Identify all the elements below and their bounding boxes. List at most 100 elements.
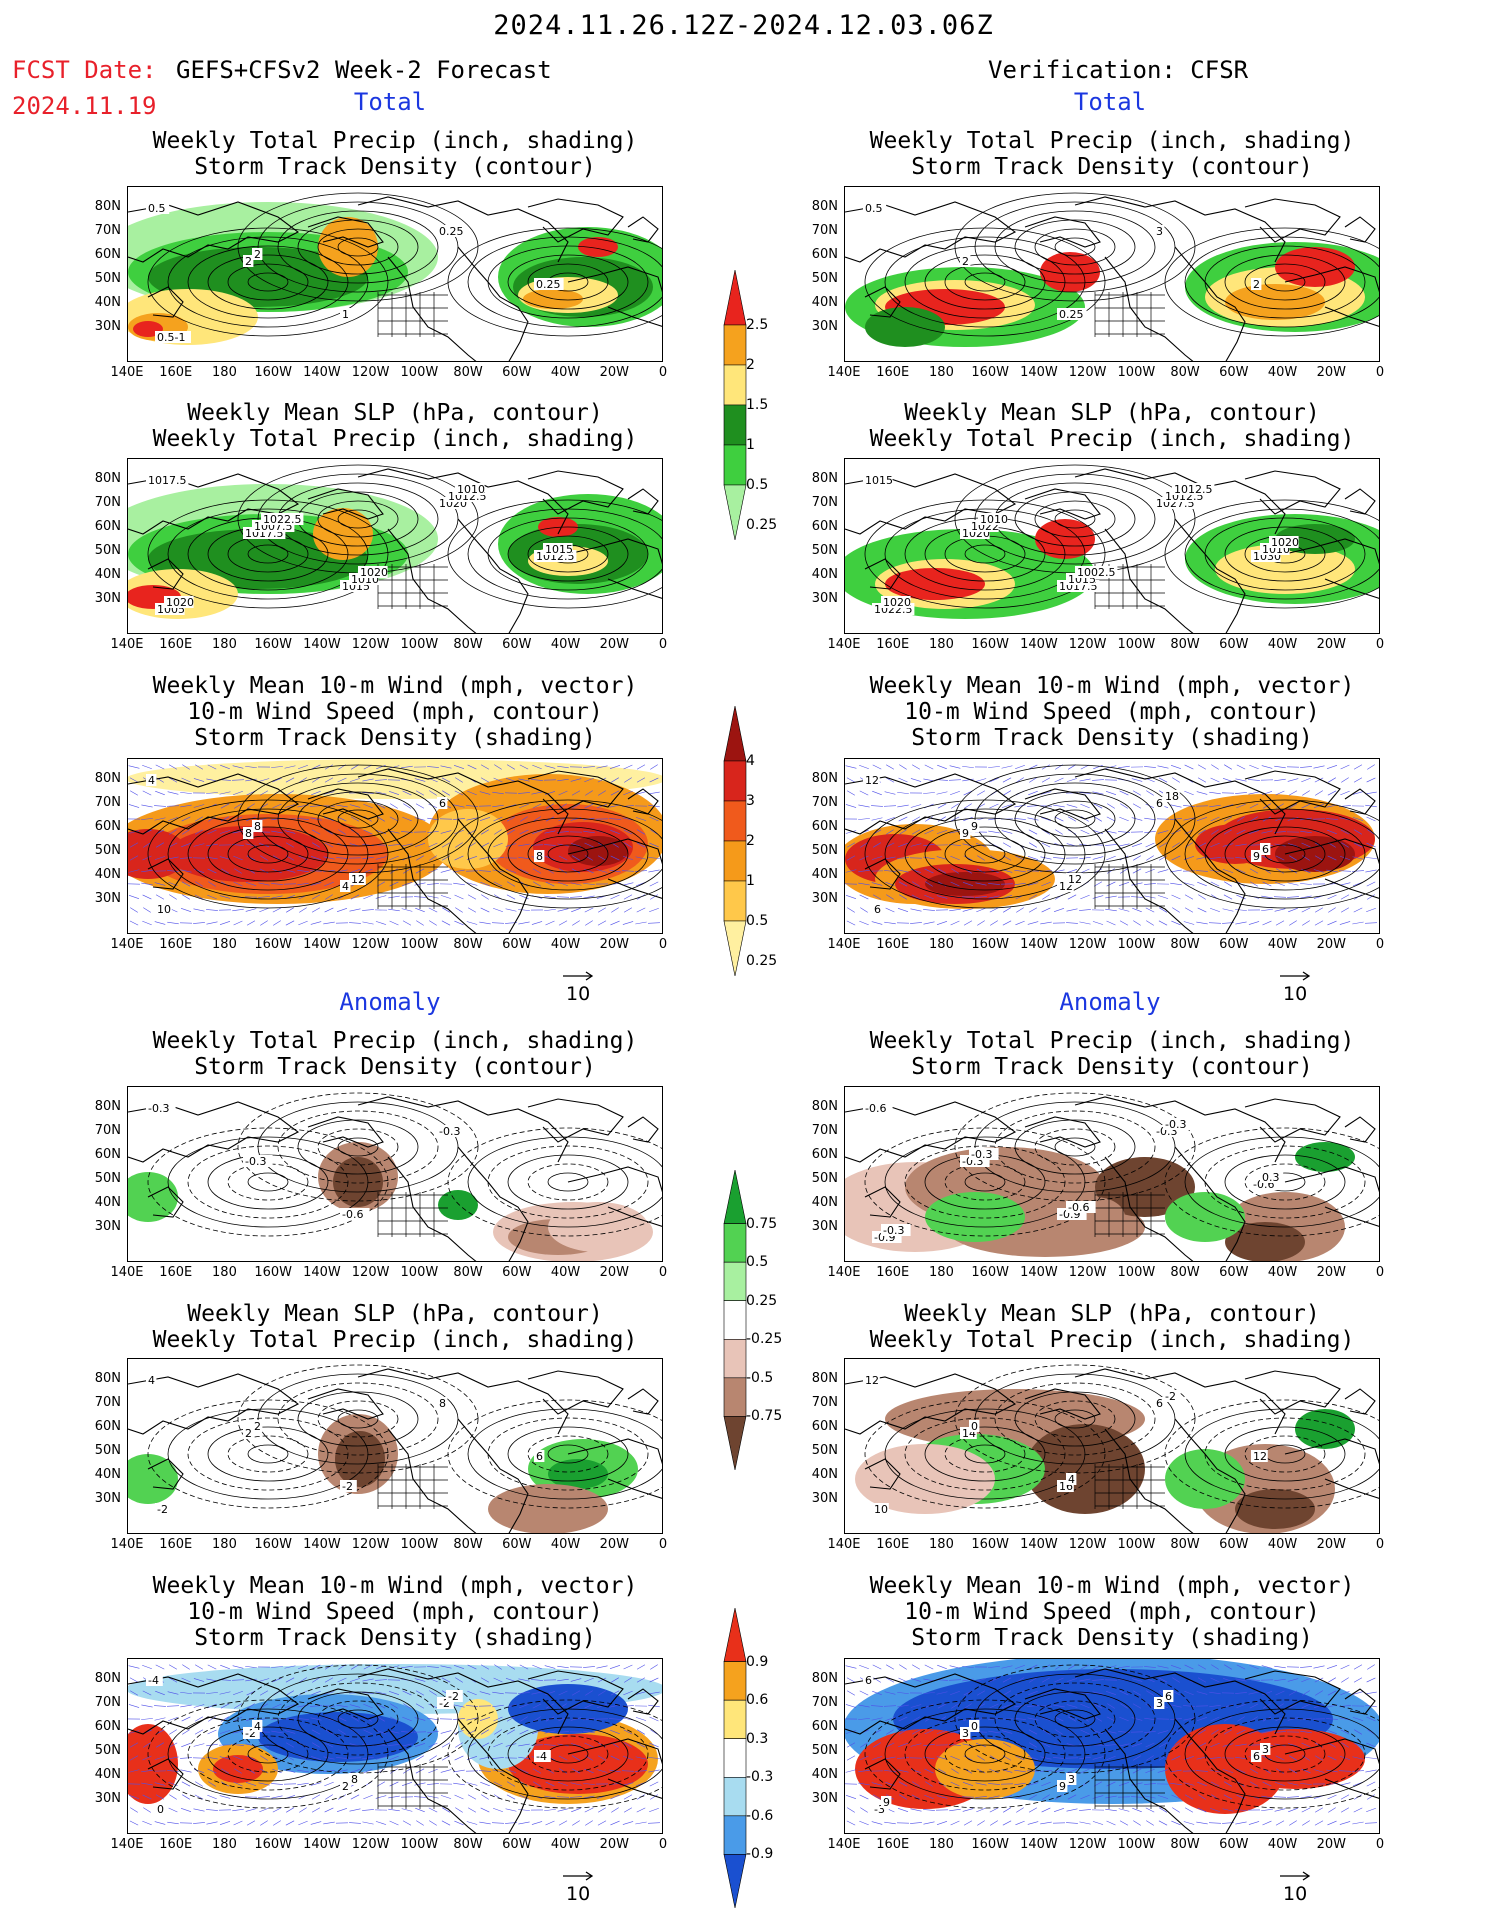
lon-tick-label: 40W bbox=[1267, 637, 1298, 652]
map-panel-p4l: -0.3 -0.3 -0.6 -0.3 bbox=[127, 1086, 663, 1262]
contour-label: 0.25 bbox=[1059, 308, 1084, 321]
lat-tick-label: 50N bbox=[811, 843, 838, 858]
contour-label: 2 bbox=[254, 1420, 261, 1433]
map-panel-p4r: -0.6 -0.3 -0.9 -0.3 -0.6 -0.9 -0.3 -0.6 -0.3 0.3-… bbox=[844, 1086, 1380, 1262]
colorbar-label: -0.25 bbox=[746, 1331, 783, 1348]
contour-label: -2 bbox=[1165, 1390, 1176, 1403]
colorbar-segment bbox=[723, 1338, 747, 1379]
section-anomaly-right: Anomaly bbox=[1059, 988, 1161, 1016]
title-p5r: Weekly Mean SLP (hPa, contour) Weekly To… bbox=[869, 1301, 1355, 1353]
lon-tick-label: 180 bbox=[212, 1265, 237, 1280]
contour-label: 1002.5 bbox=[1077, 566, 1116, 579]
lat-tick-label: 70N bbox=[811, 795, 838, 810]
lat-tick-label: 60N bbox=[94, 1147, 121, 1162]
lat-tick-label: 80N bbox=[811, 1671, 838, 1686]
colorbar-label: -0.6 bbox=[746, 1807, 774, 1824]
lon-tick-label: 180 bbox=[929, 1265, 954, 1280]
lon-tick-label: 120W bbox=[351, 1537, 390, 1552]
section-total-right: Total bbox=[1073, 88, 1147, 116]
lat-tick-label: 40N bbox=[811, 1195, 838, 1210]
contour-label: 4 bbox=[148, 1374, 155, 1387]
lat-tick-label: 70N bbox=[94, 795, 121, 810]
title-p2r: Weekly Mean SLP (hPa, contour) Weekly To… bbox=[869, 400, 1355, 452]
contour-label: -0.3 bbox=[1165, 1118, 1186, 1131]
contour-label: 4 bbox=[148, 774, 155, 787]
contour-label: 0.5 bbox=[865, 202, 883, 215]
contour-label: -2 bbox=[439, 1697, 450, 1710]
colorbar-label: 0.9 bbox=[746, 1653, 769, 1670]
contour-label: 3 bbox=[1156, 225, 1163, 238]
lat-tick-label: 80N bbox=[811, 1371, 838, 1386]
map-panel-p3l: 4 8 4 6 8 10 8 12 bbox=[127, 758, 663, 934]
lat-tick-label: 50N bbox=[94, 271, 121, 286]
contour-label: 1020 bbox=[883, 596, 911, 609]
lon-tick-label: 180 bbox=[212, 365, 237, 380]
lon-tick-label: 80W bbox=[453, 637, 483, 652]
shade-p3r-8 bbox=[1275, 836, 1355, 872]
lon-tick-label: 80W bbox=[1170, 1537, 1200, 1552]
lon-tick-label: 160E bbox=[876, 1537, 910, 1552]
lon-tick-label: 0 bbox=[658, 1265, 668, 1280]
contour-label: 9 bbox=[1059, 1780, 1066, 1793]
shade-p2l-8 bbox=[313, 508, 373, 560]
lon-tick-label: 160W bbox=[971, 1837, 1010, 1852]
lat-tick-label: 40N bbox=[811, 867, 838, 882]
title-p5l: Weekly Mean SLP (hPa, contour) Weekly To… bbox=[152, 1301, 638, 1353]
contour-label: 8 bbox=[254, 820, 261, 833]
contour-label: 12 bbox=[1253, 1450, 1267, 1463]
shade-p5r-4 bbox=[1235, 1489, 1315, 1529]
contour-label: 2 bbox=[245, 255, 252, 268]
lat-tick-label: 30N bbox=[811, 319, 838, 334]
lon-tick-label: 100W bbox=[400, 1837, 439, 1852]
lon-tick-label: 60W bbox=[502, 1265, 532, 1280]
coastlines-p6l bbox=[128, 1668, 662, 1833]
section-anomaly-left: Anomaly bbox=[339, 988, 441, 1016]
coastlines-p4l bbox=[128, 1096, 662, 1261]
contour-label: -2 bbox=[448, 1690, 459, 1703]
colorbar-label: 2.5 bbox=[746, 317, 769, 333]
lat-tick-label: 50N bbox=[94, 1443, 121, 1458]
lon-tick-label: 160W bbox=[254, 1265, 293, 1280]
lon-tick-label: 40W bbox=[1267, 1537, 1298, 1552]
lon-tick-label: 40W bbox=[550, 365, 581, 380]
map-panel-p2r: 1015 1020 1017.5 1027.5 1030 1022.5 1022 1015 10… bbox=[844, 458, 1380, 634]
lon-tick-label: 20W bbox=[599, 937, 629, 952]
lon-tick-label: 140W bbox=[1020, 937, 1058, 952]
map-p1r: 0.5 2 0.25 3 2 bbox=[845, 192, 1379, 361]
lat-tick-label: 40N bbox=[811, 1467, 838, 1482]
lat-tick-label: 30N bbox=[94, 891, 121, 906]
lon-tick-label: 160W bbox=[254, 1837, 293, 1852]
shade-p1l-10 bbox=[318, 217, 378, 277]
lon-tick-label: 140W bbox=[303, 637, 341, 652]
shade-p5l-5 bbox=[128, 1454, 178, 1504]
lat-tick-label: 70N bbox=[94, 223, 121, 238]
lat-tick-label: 60N bbox=[811, 519, 838, 534]
lat-tick-label: 60N bbox=[811, 1419, 838, 1434]
lon-tick-label: 160W bbox=[971, 365, 1010, 380]
shade-p1r-5 bbox=[1225, 284, 1325, 320]
lon-tick-label: 140W bbox=[1020, 1265, 1058, 1280]
shade-p3l-4 bbox=[128, 829, 188, 879]
lon-tick-label: 140W bbox=[1020, 1537, 1058, 1552]
coastlines-p2r bbox=[845, 468, 1379, 633]
lon-tick-label: 140W bbox=[1020, 1837, 1058, 1852]
coastlines-p1l bbox=[128, 196, 662, 361]
lon-tick-label: 0 bbox=[1375, 937, 1385, 952]
contour-label: 9 bbox=[1253, 850, 1260, 863]
colorbar-segment bbox=[723, 800, 747, 842]
lon-tick-label: 0 bbox=[1375, 1265, 1385, 1280]
lat-tick-label: 60N bbox=[94, 1419, 121, 1434]
coastlines-p5r bbox=[845, 1368, 1379, 1533]
lat-tick-label: 50N bbox=[811, 1171, 838, 1186]
contour-label: 1015 bbox=[865, 474, 893, 487]
colorbar-segment bbox=[723, 484, 747, 540]
lon-tick-label: 40W bbox=[1267, 937, 1298, 952]
contour-label: 12 bbox=[865, 774, 879, 787]
contour-label: -0.3 bbox=[245, 1155, 266, 1168]
lon-tick-label: 100W bbox=[400, 937, 439, 952]
shade-p5l-4 bbox=[488, 1484, 608, 1533]
lat-tick-label: 60N bbox=[811, 247, 838, 262]
contour-label: 4 bbox=[342, 880, 349, 893]
lon-tick-label: 0 bbox=[658, 1837, 668, 1852]
